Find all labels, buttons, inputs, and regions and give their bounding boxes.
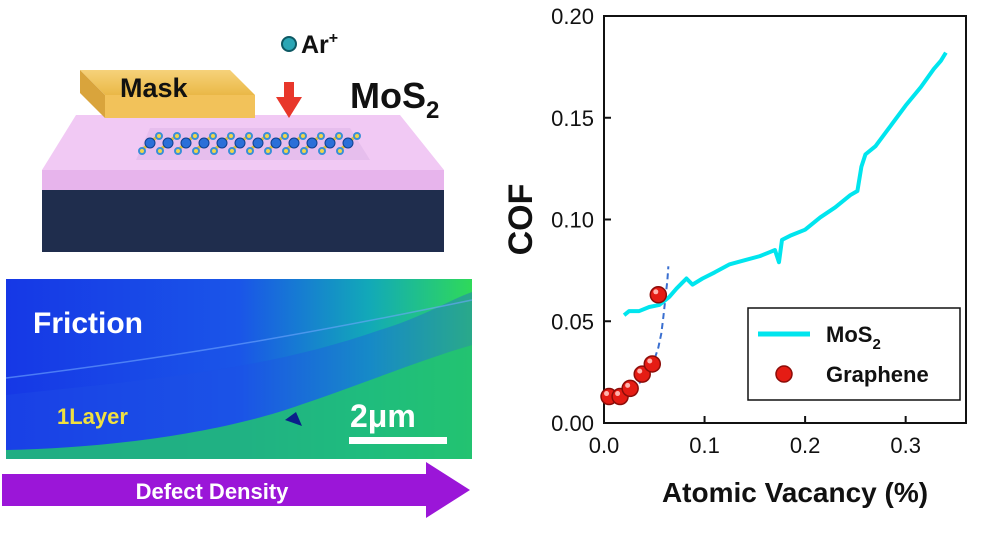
lattice-atom [306,137,318,149]
lattice-atom [234,137,246,149]
ion-arrow-icon [276,97,302,118]
lattice-atom [342,137,354,149]
lattice-atom [282,147,290,155]
scale-bar-label: 2μm [350,398,416,434]
ion-arrow-shaft [284,82,294,98]
lattice-atom [299,132,307,140]
argon-ion-icon [281,36,297,52]
defect-arrow-label: Defect Density [136,479,290,504]
lattice-atom [227,132,235,140]
x-tick-label: 0.3 [890,433,921,458]
lattice-atom [155,132,163,140]
material-label: MoS2 [350,75,439,124]
defect-density-arrow: Defect Density [2,462,470,518]
lattice-atom [156,147,164,155]
lattice-atom [252,137,264,149]
y-tick-label: 0.05 [551,309,594,334]
graphene-point-highlight [647,358,653,364]
defect-arrow-icon [2,462,470,518]
legend-box [747,307,961,401]
lattice-atom [245,132,253,140]
lattice-atom [180,137,192,149]
chart-legend: MoS2 Graphene [747,307,961,401]
graphene-point-highlight [637,368,643,374]
lattice-atom [192,147,200,155]
graphene-point [621,379,639,398]
lattice-atom [228,147,236,155]
y-tick-label: 0.15 [551,106,594,131]
lattice-atom [162,137,174,149]
lattice-atom [174,147,182,155]
x-tick-label: 0.0 [589,433,620,458]
afm-friction-image: Friction 1Layer 2μm [5,279,473,459]
y-tick-label: 0.00 [551,411,594,436]
lattice-atom [353,132,361,140]
lattice-atom [209,132,217,140]
lattice-atom [173,132,181,140]
lattice-atom [336,147,344,155]
scale-bar [349,437,447,444]
lattice-atom [281,132,289,140]
legend-graphene-swatch [775,365,793,383]
graphene-point-highlight [604,391,610,397]
lattice-atom [246,147,254,155]
lattice-atom [324,137,336,149]
substrate [42,115,444,252]
lattice-atom [335,132,343,140]
lattice-atom [264,147,272,155]
mask-label: Mask [120,73,189,103]
lattice-atom [270,137,282,149]
lattice-atom [198,137,210,149]
graphene-point-highlight [615,391,621,397]
y-tick-label: 0.20 [551,4,594,29]
chart-axes: 0.0 0.1 0.2 0.3 0.00 0.05 0.10 0.15 0.20 [551,4,967,458]
x-axis-label: Atomic Vacancy (%) [662,477,928,508]
lattice-atom [300,147,308,155]
lattice-atom [144,137,156,149]
lattice-atom [318,147,326,155]
graphene-series-layer [600,286,668,406]
lattice-atom [288,137,300,149]
mos2-series-layer [622,51,948,317]
graphene-point-highlight [653,289,659,295]
legend-mos2-label: MoS2 [826,322,881,353]
legend-graphene-label: Graphene [826,362,929,387]
graphene-point [643,355,662,373]
x-tick-label: 0.2 [790,433,821,458]
lattice-atom [263,132,271,140]
substrate-oxide-front [42,170,444,190]
substrate-base [42,190,444,252]
lattice-atom [191,132,199,140]
left-panel: Mask Ar+ MoS2 Friction 1Layer 2μm Defect… [2,30,473,518]
ion-beam: Ar+ [276,30,338,118]
layer-label: 1Layer [57,404,128,429]
lattice-atom [138,147,146,155]
ion-label: Ar+ [301,30,338,59]
mos2-lattice [136,128,370,160]
graphene-point [649,286,668,304]
lattice-atom [216,137,228,149]
afm-title: Friction [33,307,143,340]
lattice-atom [317,132,325,140]
graphene-point-highlight [625,382,631,388]
x-tick-label: 0.1 [689,433,720,458]
cof-chart: 0.0 0.1 0.2 0.3 0.00 0.05 0.10 0.15 0.20 MoS2 Gra… [502,4,967,508]
mask-block: Mask [80,70,255,118]
y-axis-label: COF [502,184,540,256]
y-tick-label: 0.10 [551,208,594,233]
mos2-series-line [622,51,948,317]
lattice-atom [210,147,218,155]
